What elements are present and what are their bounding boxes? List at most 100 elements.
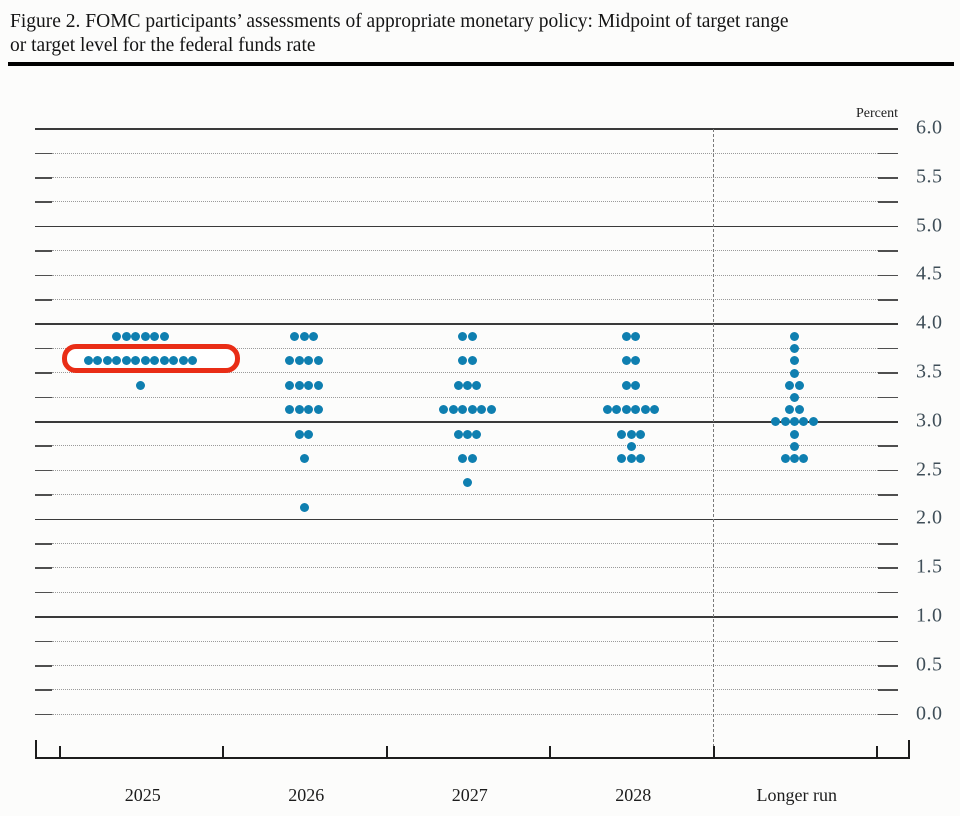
gridline-solid xyxy=(35,518,898,521)
dot-2026-3.375 xyxy=(313,380,323,390)
dot-2026-3.875 xyxy=(290,331,300,341)
y-axis-label-6.0: 6.0 xyxy=(916,116,943,139)
dot-longer-run-3 xyxy=(799,417,809,427)
dot-2027-3.125 xyxy=(439,405,449,415)
dot-2025-3.625 xyxy=(131,356,141,366)
gridline-left-dash xyxy=(35,347,52,350)
dot-2025-3.625 xyxy=(93,356,103,366)
dot-2025-3.625 xyxy=(187,356,197,366)
dot-2026-3.125 xyxy=(285,405,295,415)
gridline-solid xyxy=(35,225,898,228)
dot-2028-2.625 xyxy=(617,453,627,463)
x-axis-label-2025: 2025 xyxy=(124,785,161,805)
gridline-dotted xyxy=(52,372,878,374)
dot-longer-run-2.875 xyxy=(790,429,799,439)
dot-2028-3.125 xyxy=(612,405,622,415)
gridline-dotted xyxy=(52,469,878,471)
gridline-dotted xyxy=(52,299,878,300)
dot-longer-run-3.375 xyxy=(785,380,795,390)
gridline-right-dash xyxy=(878,494,898,496)
dot-2025-3.375 xyxy=(136,380,145,390)
gridline-solid xyxy=(35,616,898,618)
dot-2027-3.125 xyxy=(467,405,477,415)
x-axis-end-cap xyxy=(908,740,911,758)
gridline-solid xyxy=(35,421,898,423)
dot-2027-3.875 xyxy=(458,331,468,341)
gridline-dotted xyxy=(52,640,878,642)
y-axis-label-5.5: 5.5 xyxy=(916,165,943,188)
y-axis-label-2.0: 2.0 xyxy=(916,506,943,529)
gridline-left-dash xyxy=(35,250,52,252)
y-axis-label-1.5: 1.5 xyxy=(916,555,943,578)
gridline-left-dash xyxy=(35,445,52,447)
dot-longer-run-3.25 xyxy=(790,392,799,402)
dot-longer-run-3.875 xyxy=(790,331,799,341)
dot-2025-3.625 xyxy=(169,356,179,366)
gridline-dotted xyxy=(52,445,878,447)
dot-2026-3.125 xyxy=(294,405,304,415)
dot-2027-2.375 xyxy=(463,478,472,488)
gridline-right-dash xyxy=(878,347,898,350)
gridline-right-dash xyxy=(878,372,898,374)
dot-longer-run-3 xyxy=(771,417,781,427)
y-axis-label-3.5: 3.5 xyxy=(916,360,943,383)
gridline-right-dash xyxy=(878,274,898,277)
dot-2028-3.125 xyxy=(631,405,641,415)
longer-run-separator-line xyxy=(712,129,714,757)
dot-2025-3.875 xyxy=(131,331,141,341)
gridline-left-dash xyxy=(35,713,52,716)
gridline-right-dash xyxy=(878,567,898,569)
x-axis-tick xyxy=(876,746,879,758)
dot-2028-3.625 xyxy=(631,356,641,366)
gridline-left-dash xyxy=(35,299,52,301)
gridline-dotted xyxy=(52,201,878,203)
gridline-dotted xyxy=(52,152,878,154)
gridline-left-dash xyxy=(35,177,52,179)
dot-2028-3.625 xyxy=(621,356,631,366)
x-axis-tick xyxy=(712,746,715,758)
dot-2028-2.625 xyxy=(626,453,636,463)
dot-2026-3.875 xyxy=(299,331,309,341)
gridline-left-dash xyxy=(35,372,52,374)
gridline-right-dash xyxy=(878,152,898,155)
x-axis-label-longer-run: Longer run xyxy=(756,785,838,805)
dot-2025-3.875 xyxy=(112,331,122,341)
gridline-left-dash xyxy=(35,396,52,399)
dot-2027-3.125 xyxy=(477,405,487,415)
gridline-right-dash xyxy=(878,250,898,252)
y-axis-label-4.5: 4.5 xyxy=(916,262,943,285)
dot-2026-3.625 xyxy=(304,356,314,366)
dot-2026-3.625 xyxy=(313,356,323,366)
gridline-solid xyxy=(35,128,898,131)
x-axis-label-2027: 2027 xyxy=(451,785,488,805)
y-axis-label-2.5: 2.5 xyxy=(916,458,943,481)
y-axis-label-0.0: 0.0 xyxy=(916,702,943,725)
dot-2025-3.875 xyxy=(121,331,131,341)
dot-2027-2.875 xyxy=(472,429,482,439)
x-axis-end-cap xyxy=(35,740,38,758)
dot-2025-3.625 xyxy=(150,356,160,366)
percent-axis-unit-label: Percent xyxy=(856,106,898,121)
gridline-right-dash xyxy=(878,177,898,179)
dot-2025-3.625 xyxy=(112,356,122,366)
gridline-left-dash xyxy=(35,274,52,277)
gridline-right-dash xyxy=(878,299,898,301)
gridline-right-dash xyxy=(878,445,898,447)
gridline-dotted xyxy=(52,274,878,276)
gridline-dotted xyxy=(52,494,878,496)
x-axis-label-2026: 2026 xyxy=(288,785,325,805)
dot-2028-3.125 xyxy=(602,405,612,415)
dot-2027-2.875 xyxy=(463,429,472,439)
dot-2027-3.625 xyxy=(467,356,477,366)
dot-longer-run-3.75 xyxy=(790,344,799,354)
gridline-left-dash xyxy=(35,201,52,203)
dot-2027-3.375 xyxy=(472,380,482,390)
dot-2027-2.875 xyxy=(453,429,463,439)
dot-longer-run-2.625 xyxy=(799,453,809,463)
gridline-dotted xyxy=(52,665,878,666)
gridline-dotted xyxy=(52,591,878,593)
dot-2025-3.875 xyxy=(150,331,160,341)
gridline-right-dash xyxy=(878,469,898,472)
dot-2028-3.125 xyxy=(650,405,660,415)
